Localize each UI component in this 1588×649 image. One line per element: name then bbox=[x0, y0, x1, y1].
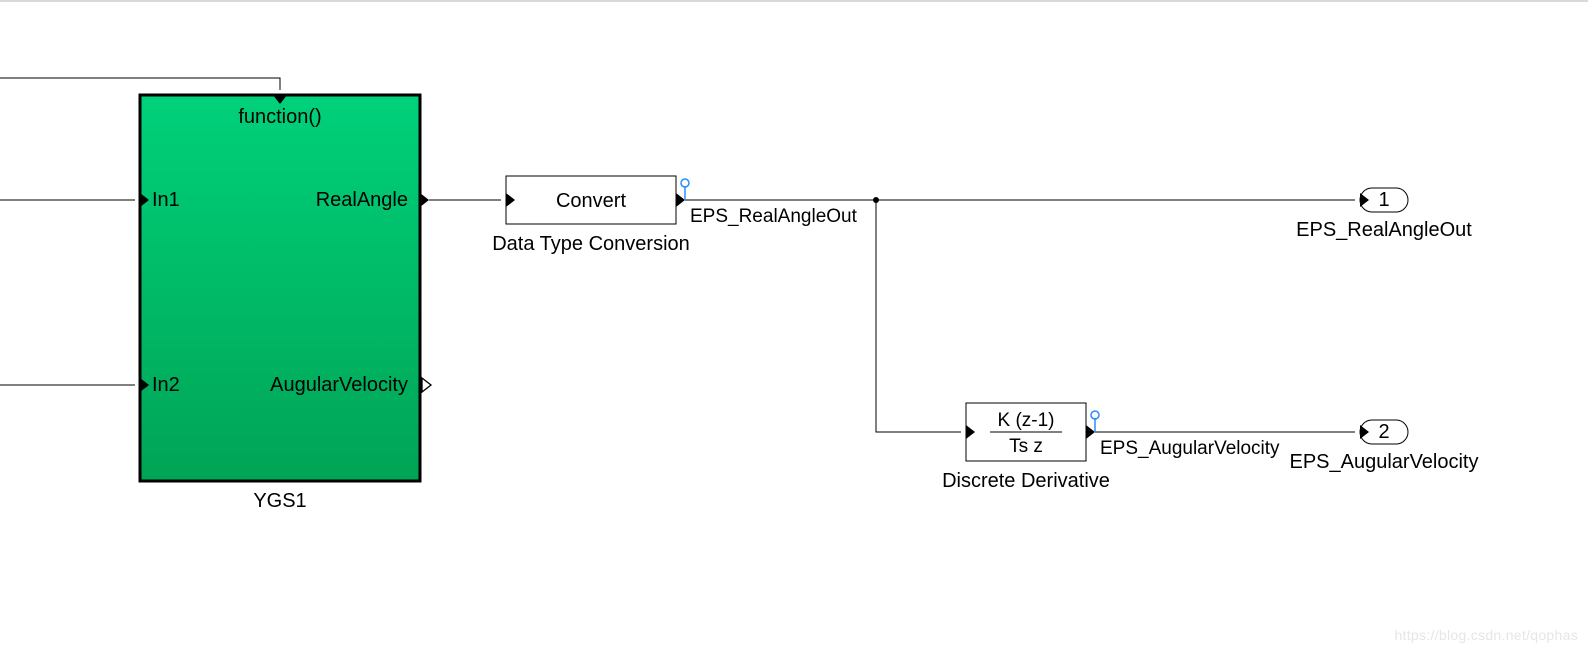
outport-2-name: EPS_AugularVelocity bbox=[1289, 451, 1478, 473]
outport-2[interactable]: 2 bbox=[1360, 420, 1408, 444]
subsystem-in1-label: In1 bbox=[152, 189, 180, 211]
convert-block-text: Convert bbox=[556, 190, 626, 212]
subsystem-name-label: YGS1 bbox=[253, 490, 306, 512]
discrete-derivative-block[interactable]: K (z-1) Ts z bbox=[966, 403, 1095, 461]
deriv-denominator: Ts z bbox=[1009, 436, 1043, 457]
subsystem-ygs1[interactable]: function() In1 In2 RealAngle AugularVelo… bbox=[140, 95, 431, 481]
signal-label-augvel: EPS_AugularVelocity bbox=[1100, 438, 1280, 459]
diagram-canvas: function() In1 In2 RealAngle AugularVelo… bbox=[0, 0, 1588, 649]
outport-1-name: EPS_RealAngleOut bbox=[1296, 219, 1472, 241]
subsystem-in2-label: In2 bbox=[152, 374, 180, 396]
subsystem-out1-label: RealAngle bbox=[316, 189, 408, 211]
signal-label-realangle: EPS_RealAngleOut bbox=[690, 206, 858, 227]
subsystem-out2-label: AugularVelocity bbox=[270, 374, 408, 396]
subsystem-trigger-label: function() bbox=[238, 106, 321, 128]
outport-1[interactable]: 1 bbox=[1360, 188, 1408, 212]
testpoint-icon bbox=[1091, 411, 1099, 432]
deriv-block-name: Discrete Derivative bbox=[942, 470, 1110, 492]
outport-2-number: 2 bbox=[1378, 421, 1389, 443]
outport-1-number: 1 bbox=[1378, 189, 1389, 211]
deriv-numerator: K (z-1) bbox=[998, 410, 1055, 431]
convert-block[interactable]: Convert bbox=[506, 176, 685, 224]
signal-junction bbox=[873, 197, 879, 203]
testpoint-icon bbox=[681, 179, 689, 200]
watermark-text: https://blog.csdn.net/qophas bbox=[1394, 627, 1578, 643]
convert-block-name: Data Type Conversion bbox=[492, 233, 690, 255]
